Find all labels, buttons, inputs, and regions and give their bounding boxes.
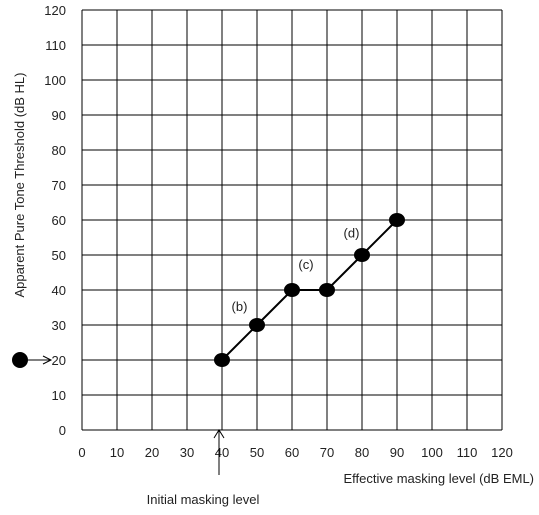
y-tick-label: 100 — [44, 73, 66, 88]
x-tick-label: 80 — [355, 445, 369, 460]
x-tick-label: 30 — [180, 445, 194, 460]
y-tick-label: 30 — [52, 318, 66, 333]
y-tick-label: 10 — [52, 388, 66, 403]
x-tick-label: 0 — [78, 445, 85, 460]
y-tick-label: 120 — [44, 3, 66, 18]
y-tick-label: 0 — [59, 423, 66, 438]
data-point — [249, 318, 265, 332]
x-tick-labels: 0 10 20 30 40 50 60 70 80 90 100 110 120 — [78, 445, 512, 460]
y-tick-label: 60 — [52, 213, 66, 228]
series — [214, 213, 405, 367]
series-line — [221, 219, 398, 361]
x-tick-label: 120 — [491, 445, 513, 460]
data-point — [389, 213, 405, 227]
initial-masking-arrowhead — [213, 429, 225, 439]
point-annotation: (c) — [298, 257, 313, 272]
y-tick-label: 70 — [52, 178, 66, 193]
y-tick-label: 20 — [52, 353, 66, 368]
x-tick-label: 10 — [110, 445, 124, 460]
initial-threshold-arrowhead — [42, 355, 53, 365]
x-tick-label: 90 — [390, 445, 404, 460]
x-tick-label: 40 — [215, 445, 229, 460]
y-tick-label: 50 — [52, 248, 66, 263]
initial-masking-label: Initial masking level — [147, 492, 260, 507]
initial-marker — [12, 352, 53, 368]
grid — [81, 9, 503, 431]
data-point — [284, 283, 300, 297]
data-point — [319, 283, 335, 297]
annotations: (b) (c) (d) — [232, 226, 360, 315]
point-annotation: (b) — [232, 299, 248, 314]
x-tick-label: 60 — [285, 445, 299, 460]
y-tick-labels: 0 10 20 30 40 50 60 70 80 90 100 110 120 — [44, 3, 66, 438]
x-tick-label: 70 — [320, 445, 334, 460]
data-point — [354, 248, 370, 262]
x-tick-label: 100 — [421, 445, 443, 460]
data-point — [214, 353, 230, 367]
point-annotation: (d) — [344, 226, 360, 241]
x-tick-label: 50 — [250, 445, 264, 460]
y-tick-label: 90 — [52, 108, 66, 123]
initial-masking-indicator: Initial masking level — [147, 429, 260, 507]
x-tick-label: 110 — [457, 445, 478, 460]
y-tick-label: 80 — [52, 143, 66, 158]
initial-threshold-dot — [12, 352, 28, 368]
x-axis-label: Effective masking level (dB EML) — [344, 471, 535, 486]
x-tick-label: 20 — [145, 445, 159, 460]
y-tick-label: 40 — [52, 283, 66, 298]
y-axis-label: Apparent Pure Tone Threshold (dB HL) — [12, 73, 27, 298]
y-tick-label: 110 — [45, 38, 66, 53]
